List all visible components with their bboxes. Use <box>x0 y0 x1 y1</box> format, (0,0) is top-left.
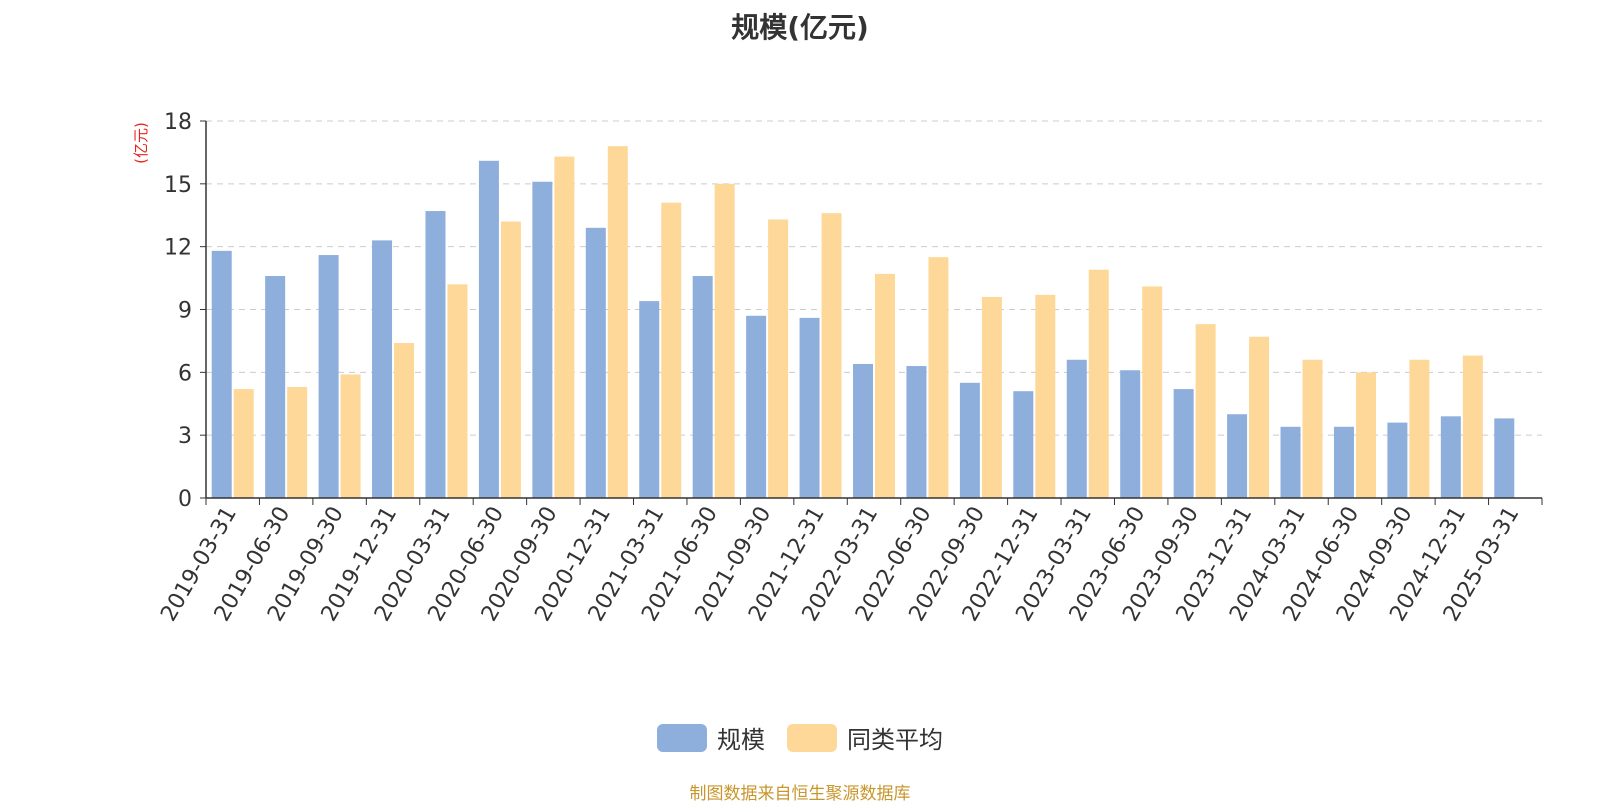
bar-peer-average[interactable] <box>340 374 361 498</box>
bar-scale[interactable] <box>585 227 606 499</box>
bar-scale[interactable] <box>1387 422 1408 498</box>
bar-peer-average[interactable] <box>287 386 308 498</box>
y-tick-label: 6 <box>178 361 192 386</box>
bar-peer-average[interactable] <box>607 146 628 498</box>
y-tick-label: 18 <box>164 110 192 135</box>
bars <box>211 146 1515 499</box>
bar-scale[interactable] <box>1440 416 1461 498</box>
bar-scale[interactable] <box>211 250 232 498</box>
y-tick-label: 15 <box>164 173 192 198</box>
bar-scale[interactable] <box>1120 370 1141 498</box>
bar-peer-average[interactable] <box>981 296 1002 498</box>
bar-peer-average[interactable] <box>233 389 254 498</box>
bar-scale[interactable] <box>746 315 767 498</box>
legend-swatch-peer-average <box>787 723 837 752</box>
bar-peer-average[interactable] <box>447 284 468 498</box>
bar-scale[interactable] <box>532 181 553 498</box>
bar-peer-average[interactable] <box>928 257 949 498</box>
bar-scale[interactable] <box>265 275 286 498</box>
legend-label-scale: 规模 <box>717 726 765 754</box>
bar-scale[interactable] <box>1494 418 1515 498</box>
bar-scale[interactable] <box>1280 426 1301 498</box>
bar-peer-average[interactable] <box>714 183 735 499</box>
bar-scale[interactable] <box>1227 414 1248 498</box>
y-tick-label: 9 <box>178 299 192 324</box>
bar-peer-average[interactable] <box>1302 359 1323 498</box>
legend-item-scale[interactable]: 规模 <box>657 720 765 755</box>
bar-scale[interactable] <box>1066 359 1087 498</box>
bar-peer-average[interactable] <box>554 156 575 498</box>
bar-peer-average[interactable] <box>500 221 521 499</box>
bar-scale[interactable] <box>1333 426 1354 498</box>
bar-scale[interactable] <box>478 160 499 499</box>
bar-scale[interactable] <box>372 240 393 498</box>
data-source-note: 制图数据来自恒生聚源数据库 <box>689 784 911 804</box>
bar-scale[interactable] <box>318 255 339 498</box>
bar-scale[interactable] <box>425 211 446 499</box>
bar-peer-average[interactable] <box>1035 294 1056 498</box>
bar-peer-average[interactable] <box>875 273 895 498</box>
bar-peer-average[interactable] <box>394 343 415 498</box>
bar-scale[interactable] <box>692 275 713 498</box>
bar-peer-average[interactable] <box>821 213 842 498</box>
y-tick-label: 0 <box>178 487 192 512</box>
bar-scale[interactable] <box>799 317 820 498</box>
bar-scale[interactable] <box>1013 391 1034 498</box>
bar-scale[interactable] <box>639 301 660 498</box>
bar-scale[interactable] <box>906 366 927 498</box>
bar-peer-average[interactable] <box>1355 372 1376 498</box>
bar-peer-average[interactable] <box>1195 324 1216 498</box>
legend-item-peer-average[interactable]: 同类平均 <box>787 720 943 755</box>
bar-scale[interactable] <box>959 382 980 498</box>
bar-peer-average[interactable] <box>1088 269 1109 498</box>
y-tick-label: 12 <box>164 236 192 261</box>
bar-scale[interactable] <box>853 363 873 498</box>
bar-peer-average[interactable] <box>1249 336 1270 498</box>
bar-peer-average[interactable] <box>661 202 682 498</box>
chart-title: 规模(亿元) <box>731 11 869 44</box>
legend-swatch-scale <box>657 723 707 752</box>
y-axis-label: (亿元) <box>132 122 150 164</box>
bar-chart: 03691215182019-03-312019-06-302019-09-30… <box>132 110 1543 626</box>
y-tick-label: 3 <box>178 424 192 449</box>
bar-peer-average[interactable] <box>1462 355 1483 498</box>
legend: 规模 同类平均 <box>0 720 1600 755</box>
axes: 03691215182019-03-312019-06-302019-09-30… <box>156 110 1543 626</box>
bar-peer-average[interactable] <box>1142 286 1163 498</box>
bar-peer-average[interactable] <box>1409 359 1430 498</box>
bar-scale[interactable] <box>1173 389 1194 498</box>
legend-label-peer-average: 同类平均 <box>847 726 943 754</box>
bar-peer-average[interactable] <box>768 219 789 498</box>
